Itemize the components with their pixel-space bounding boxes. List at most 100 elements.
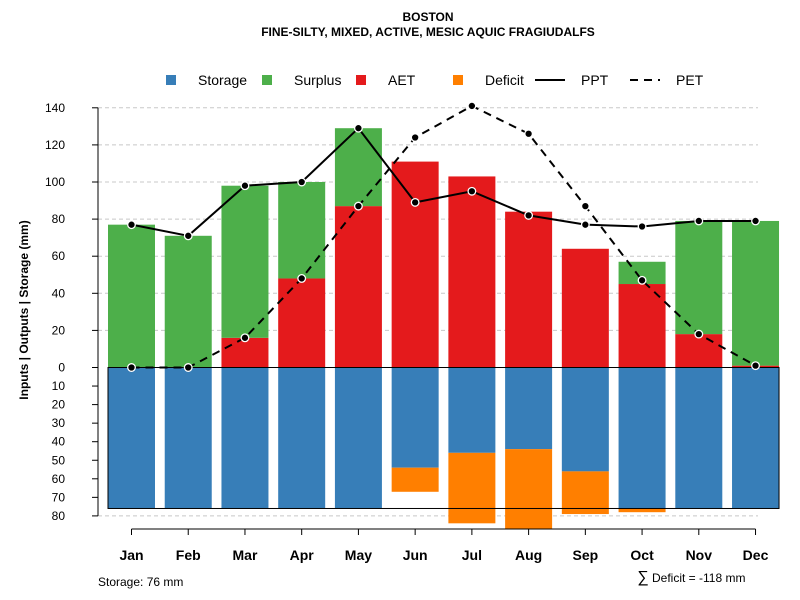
y-tick-label: 40 <box>52 286 66 300</box>
storage-bar <box>334 367 382 509</box>
storage-bar <box>221 367 269 509</box>
surplus-bar <box>221 185 269 338</box>
y-tick-label: 40 <box>52 435 66 449</box>
legend-swatch-aet <box>356 75 366 85</box>
y-tick-label: 60 <box>52 472 66 486</box>
ppt-point <box>637 222 647 231</box>
x-tick-label: Mar <box>233 547 258 563</box>
storage-bar <box>675 367 723 509</box>
pet-point <box>353 201 363 211</box>
surplus-bar <box>278 182 326 279</box>
aet-bar <box>391 161 439 368</box>
ppt-point <box>353 123 363 133</box>
x-tick-label: Apr <box>290 547 315 563</box>
storage-bar <box>391 367 439 468</box>
ppt-point <box>694 216 704 226</box>
legend-label-deficit: Deficit <box>485 72 524 88</box>
pet-point <box>127 363 136 372</box>
chart-subtitle: FINE-SILTY, MIXED, ACTIVE, MESIC AQUIC F… <box>261 25 595 39</box>
pet-point <box>751 361 760 371</box>
pet-point <box>524 129 534 139</box>
y-tick-label: 20 <box>52 323 66 337</box>
x-tick-label: Aug <box>515 547 542 563</box>
x-tick-label: Dec <box>743 547 769 563</box>
deficit-bar <box>618 508 666 513</box>
storage-bar <box>164 367 212 509</box>
y-tick-label: 140 <box>45 101 65 115</box>
storage-bar <box>108 367 155 509</box>
surplus-bar <box>675 220 723 335</box>
y-tick-label: 80 <box>52 509 66 523</box>
pet-point <box>240 333 250 343</box>
surplus-bar <box>334 128 382 207</box>
y-tick-label: 60 <box>52 249 66 263</box>
aet-bar <box>675 334 723 368</box>
x-tick-label: Feb <box>176 547 201 563</box>
ppt-point <box>240 181 250 191</box>
legend-label-surplus: Surplus <box>294 72 341 88</box>
legend-label-ppt: PPT <box>581 72 609 88</box>
ppt-point <box>410 197 420 207</box>
x-tick-label: Sep <box>572 547 598 563</box>
deficit-annotation: Deficit = -118 mm <box>652 571 745 585</box>
legend-swatch-surplus <box>262 75 272 85</box>
y-tick-label: 30 <box>52 416 66 430</box>
deficit-bar <box>391 467 439 492</box>
ppt-point <box>580 220 590 230</box>
surplus-bar <box>108 224 155 368</box>
aet-bar <box>278 278 326 368</box>
x-tick-label: Oct <box>630 547 654 563</box>
surplus-bar <box>164 235 212 368</box>
y-tick-label: 50 <box>52 453 66 467</box>
legend-label-aet: AET <box>388 72 416 88</box>
x-tick-label: Jan <box>119 547 143 563</box>
legend-label-pet: PET <box>676 72 704 88</box>
storage-bar <box>618 367 666 509</box>
y-axis-label: Inputs | Outputs | Storage (mm) <box>17 220 31 399</box>
surplus-bar <box>618 261 666 285</box>
deficit-bar <box>561 471 609 515</box>
legend: Storage Surplus AET Deficit PPT PET <box>166 72 704 88</box>
y-tick-label: 120 <box>45 138 65 152</box>
ppt-point <box>127 220 136 230</box>
axes: 0 20 40 60 80 100 120 140 10 20 30 40 50 60 70 80 Jan Feb… <box>45 101 769 563</box>
storage-capacity-outline <box>107 367 780 509</box>
pet-point <box>637 275 647 285</box>
pet-point <box>694 329 704 339</box>
storage-bar <box>732 367 780 509</box>
pet-point <box>580 201 590 211</box>
surplus-bar <box>732 220 780 366</box>
storage-annotation: Storage: 76 mm <box>98 575 183 589</box>
aet-bar <box>221 337 269 368</box>
y-tick-label: 10 <box>52 379 66 393</box>
y-tick-label: 70 <box>52 490 66 504</box>
pet-point <box>183 363 193 372</box>
aet-bar <box>448 176 496 368</box>
aet-bar <box>334 206 382 368</box>
aet-bar <box>505 211 553 368</box>
ppt-point <box>751 216 760 226</box>
legend-swatch-storage <box>166 75 176 85</box>
storage-bar <box>448 367 496 453</box>
storage-bar <box>561 367 609 472</box>
chart-title: BOSTON <box>402 10 453 24</box>
deficit-bar <box>505 449 553 529</box>
legend-swatch-deficit <box>453 75 463 85</box>
storage-bar <box>278 367 326 509</box>
ppt-line <box>131 126 756 237</box>
storage-bar <box>505 367 553 450</box>
pet-point <box>297 274 307 283</box>
y-tick-label: 80 <box>52 212 66 226</box>
legend-label-storage: Storage <box>198 72 247 88</box>
ppt-point <box>524 210 534 220</box>
x-tick-label: Jun <box>403 547 428 563</box>
pet-point <box>467 101 477 111</box>
x-tick-label: Nov <box>686 547 713 563</box>
ppt-point <box>467 186 477 196</box>
y-tick-label: 20 <box>52 398 66 412</box>
deficit-bar <box>448 452 496 524</box>
aet-bar <box>561 248 609 368</box>
y-tick-label: 0 <box>58 361 65 375</box>
pet-point <box>410 133 420 142</box>
